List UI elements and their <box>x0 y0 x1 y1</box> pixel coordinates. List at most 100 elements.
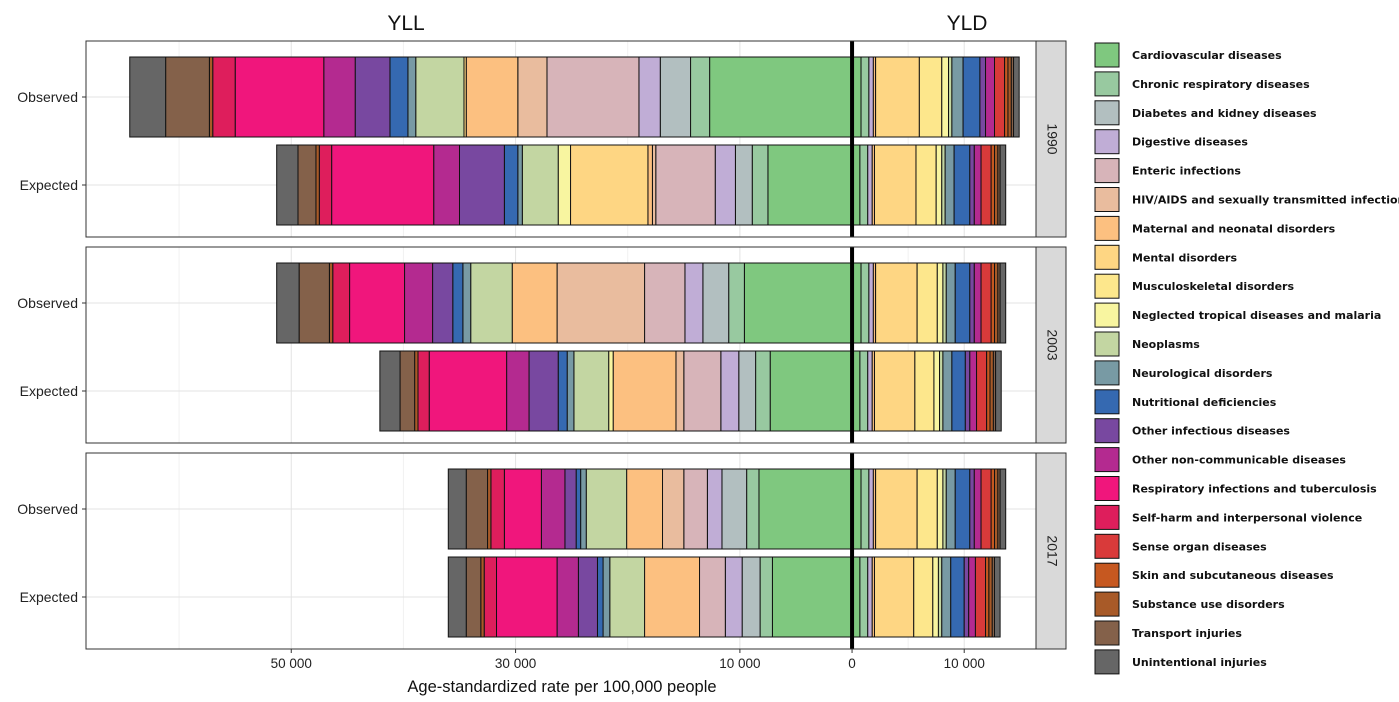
bar-segment-yll-2017-expected-12 <box>596 556 604 638</box>
legend-key-5 <box>1094 187 1120 212</box>
bar-segment-yld-2003-observed-18 <box>990 262 996 344</box>
bar-segment-yll-2017-observed-5 <box>662 468 685 550</box>
bar-segment-yld-2017-observed-7 <box>875 468 918 550</box>
bar-segment-yld-1990-expected-11 <box>944 144 955 226</box>
bar-segment-yld-2017-expected-13 <box>963 556 970 638</box>
legend-key-9 <box>1094 302 1120 328</box>
bar-segment-yll-2017-expected-10 <box>609 556 646 638</box>
bar-segment-yll-2003-expected-1 <box>755 350 771 432</box>
bar-segment-yld-1990-expected-19 <box>994 144 999 226</box>
bar-segment-yld-2003-observed-13 <box>969 262 975 344</box>
bar-segment-yld-2003-expected-17 <box>976 350 988 432</box>
legend-key-11 <box>1094 360 1120 386</box>
bar-segment-yll-2003-observed-12 <box>452 262 464 344</box>
x-axis-label: Age-standardized rate per 100,000 people <box>407 678 716 696</box>
legend-label-16: Self-harm and interpersonal violence <box>1132 511 1362 524</box>
bar-segment-yld-1990-expected-18 <box>990 144 996 226</box>
bar-segment-yll-2003-expected-10 <box>573 350 610 432</box>
bar-segment-yld-1990-observed-17 <box>994 56 1006 138</box>
bar-segment-yld-2017-observed-3 <box>868 468 874 550</box>
bar-segment-yll-2003-observed-1 <box>728 262 745 344</box>
bar-segment-yld-1990-observed-18 <box>1004 56 1009 138</box>
bar-segment-yll-1990-expected-9 <box>557 144 572 226</box>
bar-segment-yll-2003-expected-3 <box>720 350 740 432</box>
bar-segment-yll-1990-observed-0 <box>709 56 853 138</box>
bar-segment-yll-2003-observed-21 <box>276 262 300 344</box>
bar-segment-yld-1990-expected-21 <box>999 144 1007 226</box>
legend-key-17 <box>1094 533 1120 559</box>
legend-key-14 <box>1094 447 1120 473</box>
bar-segment-yll-2003-expected-0 <box>769 350 853 432</box>
bar-segment-yld-2017-expected-19 <box>988 556 993 638</box>
bar-segment-yld-2003-expected-14 <box>969 350 978 432</box>
y-tick-label: Observed <box>17 295 78 311</box>
bar-segment-yll-2003-expected-4 <box>683 350 722 432</box>
bar-segment-yld-1990-observed-19 <box>1007 56 1012 138</box>
legend-label-18: Skin and subcutaneous diseases <box>1132 569 1334 582</box>
bar-segment-yll-2003-expected-14 <box>506 350 530 432</box>
bar-segment-yld-2017-expected-7 <box>873 556 915 638</box>
legend-label-5: HIV/AIDS and sexually transmitted infect… <box>1132 194 1399 207</box>
bar-segment-yll-1990-expected-1 <box>751 144 769 226</box>
bar-segment-yld-2003-observed-14 <box>973 262 982 344</box>
bar-segment-yll-1990-expected-14 <box>433 144 460 226</box>
bar-segment-yld-1990-expected-9 <box>935 144 943 226</box>
bar-segment-yll-2017-observed-19 <box>487 468 492 550</box>
bar-segment-yll-2003-expected-15 <box>428 350 508 432</box>
bar-segment-yll-1990-observed-13 <box>354 56 391 138</box>
bar-segment-yll-2003-expected-16 <box>417 350 430 432</box>
bar-segment-yll-1990-expected-5 <box>651 144 657 226</box>
bar-segment-yll-2017-observed-6 <box>626 468 664 550</box>
bar-segment-yll-2017-expected-2 <box>741 556 761 638</box>
bar-segment-yll-2003-expected-12 <box>557 350 568 432</box>
bar-segment-yld-1990-expected-8 <box>915 144 937 226</box>
bar-segment-yll-2003-expected-21 <box>379 350 401 432</box>
legend-label-13: Other infectious diseases <box>1132 425 1290 438</box>
legend-key-15 <box>1094 476 1120 501</box>
bar-segment-yll-2003-observed-0 <box>743 262 853 344</box>
bar-segment-yll-2017-expected-4 <box>699 556 726 638</box>
bar-segment-yld-2017-expected-10 <box>937 556 943 638</box>
bar-segment-yld-2003-expected-21 <box>995 350 1002 432</box>
legend-key-12 <box>1094 389 1120 415</box>
legend-label-0: Cardiovascular diseases <box>1132 49 1282 62</box>
bar-segment-yll-2017-expected-19 <box>480 556 485 638</box>
bar-segment-yld-1990-observed-14 <box>985 56 996 138</box>
bar-segment-yld-2003-expected-12 <box>951 350 966 432</box>
bar-segment-yll-2017-expected-1 <box>759 556 773 638</box>
bar-segment-yld-2017-expected-1 <box>859 556 869 638</box>
bar-segment-yll-2003-observed-16 <box>332 262 351 344</box>
bar-segment-yll-2017-observed-1 <box>746 468 760 550</box>
legend-label-7: Mental disorders <box>1132 251 1237 264</box>
y-tick-label: Observed <box>17 89 78 105</box>
bar-segment-yld-1990-observed-3 <box>868 56 874 138</box>
bar-segment-yll-2017-observed-13 <box>564 468 577 550</box>
bar-segment-yll-2003-expected-19 <box>414 350 419 432</box>
bar-segment-yll-1990-observed-11 <box>407 56 417 138</box>
bar-segment-yll-1990-observed-1 <box>690 56 711 138</box>
bar-segment-yld-2017-expected-18 <box>985 556 990 638</box>
bar-segment-yld-2017-observed-1 <box>860 468 870 550</box>
legend-label-6: Maternal and neonatal disorders <box>1132 222 1336 235</box>
legend-label-12: Nutritional deficiencies <box>1132 396 1277 409</box>
bar-segment-yld-2003-observed-12 <box>954 262 971 344</box>
legend-label-1: Chronic respiratory diseases <box>1132 78 1310 91</box>
bar-segment-yld-1990-observed-7 <box>875 56 920 138</box>
yll-title: YLL <box>387 12 424 35</box>
bar-segment-yld-2017-observed-11 <box>945 468 956 550</box>
facet-strip-label: 2003 <box>1044 329 1060 360</box>
y-tick-label: Observed <box>17 501 78 517</box>
bar-segment-yll-2017-observed-10 <box>585 468 628 550</box>
bar-segment-yld-1990-expected-17 <box>980 144 992 226</box>
bar-segment-yld-2017-expected-8 <box>913 556 934 638</box>
bar-segment-yll-2003-observed-3 <box>684 262 704 344</box>
facet-strip-label: 1990 <box>1044 123 1060 154</box>
legend-key-21 <box>1094 649 1120 675</box>
bar-segment-yll-2017-expected-13 <box>577 556 598 638</box>
bar-segment-yld-2003-observed-17 <box>980 262 992 344</box>
bar-segment-yld-2003-observed-7 <box>875 262 918 344</box>
bar-segment-yll-1990-observed-16 <box>212 56 236 138</box>
bar-segment-yll-2017-expected-16 <box>483 556 498 638</box>
bar-segment-yld-1990-expected-1 <box>859 144 869 226</box>
bar-segment-yll-1990-expected-10 <box>521 144 559 226</box>
